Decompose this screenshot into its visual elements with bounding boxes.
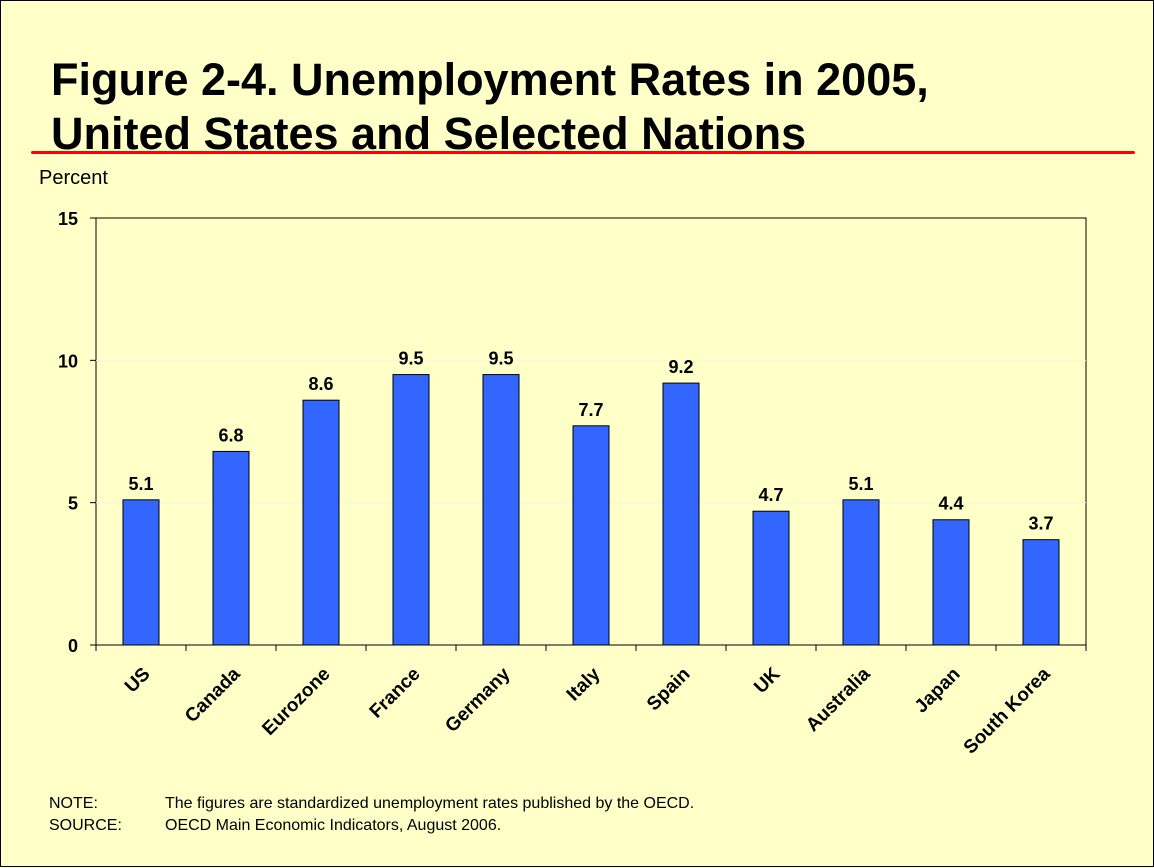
chart-title-line-2: United States and Selected Nations xyxy=(51,108,807,159)
bar xyxy=(752,510,790,646)
chart-notes: NOTE: The figures are standardized unemp… xyxy=(49,793,694,837)
data-label: 9.5 xyxy=(488,349,513,369)
source-row: SOURCE: OECD Main Economic Indicators, A… xyxy=(49,815,694,837)
x-category-label: Eurozone xyxy=(258,664,334,740)
x-category-label: Germany xyxy=(441,663,514,736)
x-category-label: UK xyxy=(750,663,784,697)
y-tick-label: 5 xyxy=(68,494,78,514)
x-category-label: Australia xyxy=(802,663,875,736)
bar xyxy=(662,382,700,646)
chart-title: Figure 2-4. Unemployment Rates in 2005, … xyxy=(51,53,1111,161)
data-label: 3.7 xyxy=(1028,514,1053,534)
bar xyxy=(482,374,520,646)
y-tick-label: 15 xyxy=(58,209,78,229)
x-category-label: US xyxy=(121,664,155,698)
data-label: 6.8 xyxy=(218,425,243,445)
bar xyxy=(572,425,610,646)
data-label: 4.7 xyxy=(758,485,783,505)
note-row: NOTE: The figures are standardized unemp… xyxy=(49,793,694,815)
bar xyxy=(842,499,880,646)
x-category-label: South Korea xyxy=(960,663,1055,758)
note-label: NOTE: xyxy=(49,795,98,812)
data-label: 8.6 xyxy=(308,374,333,394)
x-category-label: France xyxy=(366,664,425,723)
bar xyxy=(932,519,970,646)
data-label: 9.5 xyxy=(398,349,423,369)
x-category-label: Canada xyxy=(181,663,245,727)
note-text: The figures are standardized unemploymen… xyxy=(165,795,695,812)
y-axis-label: Percent xyxy=(39,167,108,189)
y-tick-label: 10 xyxy=(58,351,78,371)
bar xyxy=(212,450,250,646)
data-label: 5.1 xyxy=(848,474,873,494)
bar xyxy=(302,399,340,646)
source-label: SOURCE: xyxy=(49,817,122,834)
data-label: 5.1 xyxy=(128,474,153,494)
source-text: OECD Main Economic Indicators, August 20… xyxy=(165,817,502,834)
x-category-label: Italy xyxy=(563,663,605,705)
data-label: 7.7 xyxy=(578,400,603,420)
x-category-label: Spain xyxy=(643,664,694,715)
data-label: 9.2 xyxy=(668,357,693,377)
bar xyxy=(392,374,430,646)
x-category-label: Japan xyxy=(911,664,965,718)
bar xyxy=(122,499,160,646)
data-label: 4.4 xyxy=(938,494,963,514)
chart-title-line-1: Figure 2-4. Unemployment Rates in 2005, xyxy=(51,54,929,105)
y-tick-label: 0 xyxy=(68,636,78,656)
bar xyxy=(1022,539,1060,646)
title-underline xyxy=(31,151,1135,154)
